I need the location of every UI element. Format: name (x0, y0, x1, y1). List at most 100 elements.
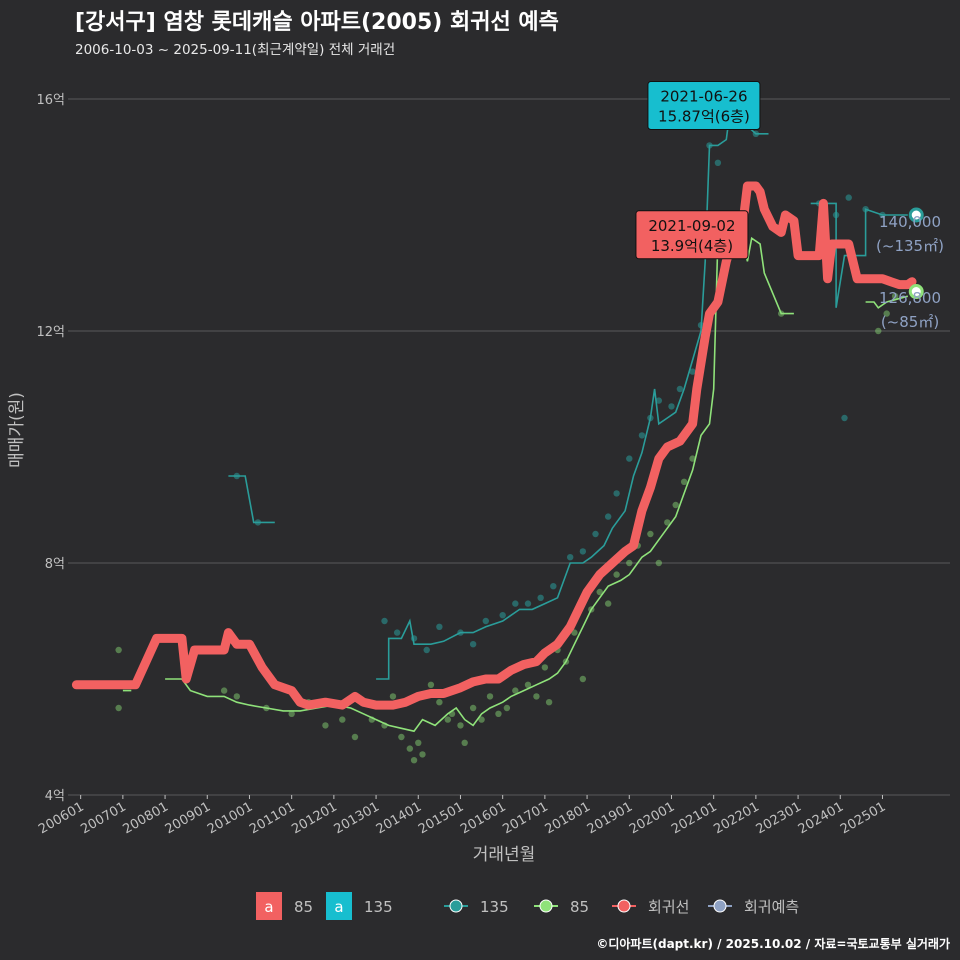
scatter-point-135 (689, 368, 696, 375)
y-tick-label: 16억 (36, 93, 65, 108)
scatter-point-85 (436, 699, 443, 706)
scatter-point-85 (655, 559, 663, 567)
scatter-point-85 (115, 646, 122, 654)
line-layer (71, 105, 917, 733)
scatter-point-85 (680, 478, 688, 485)
legend-dot (449, 899, 463, 913)
forecast-value: 126,800 (879, 289, 941, 307)
scatter-point-85 (626, 559, 633, 567)
scatter-point-135 (512, 600, 519, 607)
forecast-marker-forecast-135 (908, 207, 924, 223)
legend-dot (713, 899, 727, 913)
scatter-point-85 (322, 722, 329, 729)
scatter-point-135 (668, 403, 675, 410)
scatter-point-85 (339, 716, 346, 723)
legend-label: 85 (570, 898, 589, 916)
annotation-value: 15.87억(6층) (658, 108, 750, 126)
x-tick-label: 201701 (500, 799, 550, 837)
scatter-point-85 (115, 704, 122, 712)
scatter-point-135 (381, 617, 388, 625)
scatter-point-135 (613, 490, 620, 497)
x-tick-label: 200901 (163, 799, 213, 837)
x-tick-label: 201301 (332, 799, 382, 837)
scatter-point-85 (604, 600, 612, 607)
scatter-point-85 (233, 693, 241, 700)
scatter-point-85 (495, 710, 502, 717)
y-tick-label: 12억 (36, 325, 65, 340)
scatter-point-85 (415, 739, 422, 746)
annotation-max-135: 2021-06-26 15.87억(6층) (647, 81, 761, 131)
forecast-value: 140,000 (879, 213, 941, 231)
scatter-point-85 (406, 745, 414, 752)
legend-label: 135 (480, 898, 509, 916)
legend-dot (617, 899, 631, 913)
scatter-point-85 (891, 293, 899, 300)
legend: a 85 a 135 135 85 회귀선 회귀예측 (256, 892, 799, 920)
scatter-point-85 (689, 455, 696, 462)
scatter-point-85 (351, 733, 359, 741)
scatter-layer (115, 103, 899, 764)
legend-line-item: 회귀선 (612, 898, 689, 916)
x-tick-label: 201401 (374, 799, 424, 837)
x-tick-label: 200701 (78, 799, 128, 837)
legend-line-item: 회귀예측 (708, 898, 799, 916)
x-tick-label: 202101 (669, 799, 719, 837)
x-tick-label: 200801 (121, 799, 171, 837)
legend-label: 135 (364, 898, 393, 916)
axis-layer: 4억 8억 12억 16억 200601200701200801200901201001… (7, 93, 888, 865)
x-tick-label: 201501 (416, 799, 466, 837)
scatter-point-85 (478, 716, 485, 723)
annotation-box (647, 81, 761, 131)
legend-key: a (264, 898, 273, 916)
x-tick-label: 201101 (247, 799, 297, 837)
scatter-point-85 (664, 519, 671, 526)
legend-fill-item: a 85 (256, 892, 313, 920)
x-tick-label: 201901 (585, 799, 635, 837)
scatter-point-85 (512, 687, 519, 694)
scatter-point-85 (398, 733, 405, 741)
line-series-135 (376, 105, 769, 680)
line-series-135 (228, 475, 275, 524)
line-series-85 (865, 295, 909, 309)
scatter-point-85 (883, 310, 890, 317)
legend-line-item: 135 (444, 898, 509, 916)
annotation-box (635, 210, 749, 260)
legend-key: a (334, 898, 343, 916)
scatter-point-85 (389, 693, 397, 700)
scatter-point-135 (469, 641, 477, 648)
annotation-date: 2021-06-26 (660, 88, 747, 106)
scatter-point-85 (457, 722, 464, 729)
scatter-point-85 (541, 664, 549, 671)
scatter-point-135 (626, 455, 633, 462)
scatter-point-85 (579, 675, 587, 683)
scatter-point-135 (841, 414, 848, 422)
y-tick-label: 8억 (45, 557, 65, 572)
x-tick-label: 200601 (36, 799, 86, 837)
annotation-max-85: 2021-09-02 13.9억(4층) (635, 210, 749, 260)
x-tick-label: 202501 (838, 799, 888, 837)
x-tick-label: 201801 (543, 799, 593, 837)
scatter-point-135 (499, 612, 506, 619)
scatter-point-135 (550, 583, 557, 590)
x-tick-label: 202001 (627, 799, 677, 837)
forecast-area: (~85㎡) (881, 313, 939, 331)
scatter-point-85 (875, 327, 882, 335)
scatter-point-85 (427, 681, 435, 688)
scatter-point-85 (410, 757, 418, 764)
chart-subtitle: 2006-10-03 ~ 2025-09-11(최근계약일) 전체 거래건 (75, 42, 396, 58)
scatter-point-85 (647, 530, 654, 538)
scatter-point-135 (714, 159, 722, 166)
forecast-area: (~135㎡) (876, 237, 944, 255)
scatter-point-85 (596, 588, 603, 596)
scatter-point-135 (676, 385, 684, 393)
annotation-date: 2021-09-02 (648, 217, 735, 235)
scatter-point-135 (845, 194, 852, 201)
scatter-point-135 (579, 548, 587, 555)
legend-label: 85 (294, 898, 313, 916)
scatter-point-85 (533, 693, 540, 700)
grid-layer (68, 98, 950, 796)
legend-swatch (256, 892, 282, 920)
credit-text: ©디아파트(dapt.kr) / 2025.10.02 / 자료=국토교통부 실… (596, 937, 950, 951)
scatter-point-135 (604, 513, 612, 520)
legend-fill-item: a 135 (326, 892, 393, 920)
